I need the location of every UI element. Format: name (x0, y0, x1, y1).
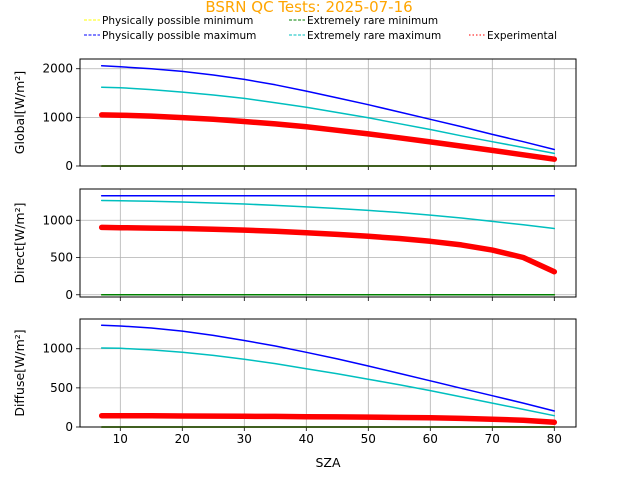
series-line-experimental (98, 412, 558, 426)
y-tick-label: 1000 (42, 213, 73, 227)
legend-label: Physically possible minimum (102, 15, 253, 27)
legend-entry: Physically possible maximum (84, 30, 256, 42)
y-tick-label: 500 (50, 381, 73, 395)
legend-entry: Physically possible minimum (84, 15, 253, 27)
x-tick-label: 60 (423, 432, 438, 446)
legend-entry: Extremely rare maximum (289, 30, 441, 42)
series-line-phys-max (100, 65, 556, 151)
series-line-rare-max (100, 347, 556, 417)
chart-panel: 0 500 1000 Direct[W/m²] (12, 188, 577, 302)
chart-panels: 010002000Global[W/m²]05001000Direct[W/m²… (12, 58, 577, 470)
x-tick-label: 50 (361, 432, 376, 446)
y-tick-label: 0 (65, 420, 73, 434)
y-tick-label: 0 (65, 159, 73, 173)
y-tick-label: 0 (65, 288, 73, 302)
legend-label: Experimental (487, 30, 557, 42)
x-axis-label: SZA (315, 455, 340, 470)
legend-entry: Extremely rare minimum (289, 15, 438, 27)
chart-panel: 10 20 30 40 50 60 70 80 0 500 1000 Diffuse[W/m²] SZA (12, 318, 577, 470)
series-line-rare-max (100, 86, 556, 155)
series-line-experimental (98, 112, 558, 162)
y-axis-label: Diffuse[W/m²] (12, 329, 27, 416)
x-tick-label: 40 (299, 432, 314, 446)
plot-frame (79, 318, 577, 428)
y-tick-label: 500 (50, 251, 73, 265)
x-tick-label: 30 (237, 432, 252, 446)
plot-frame (79, 58, 577, 167)
plot-frame (79, 188, 577, 298)
series-line-rare-max (100, 199, 556, 230)
y-axis-label: Direct[W/m²] (12, 203, 27, 284)
legend-entry: Experimental (469, 30, 557, 42)
series-line-phys-max (100, 324, 556, 412)
legend-label: Extremely rare minimum (307, 15, 438, 27)
y-tick-label: 1000 (42, 110, 73, 124)
legend-label: Extremely rare maximum (307, 30, 441, 42)
y-axis-label: Global[W/m²] (12, 71, 27, 154)
y-tick-label: 2000 (42, 62, 73, 76)
figure-title: BSRN QC Tests: 2025-07-16 (205, 0, 412, 16)
series-line-experimental (98, 224, 558, 275)
y-tick-label: 1000 (42, 342, 73, 356)
x-tick-label: 80 (547, 432, 562, 446)
legend: Physically possible minimum Physically po… (84, 15, 557, 42)
legend-label: Physically possible maximum (102, 30, 256, 42)
x-tick-label: 20 (175, 432, 190, 446)
x-tick-label: 70 (485, 432, 500, 446)
x-tick-label: 10 (113, 432, 128, 446)
chart-panel: 0 1000 2000 Global[W/m²] (12, 58, 577, 173)
